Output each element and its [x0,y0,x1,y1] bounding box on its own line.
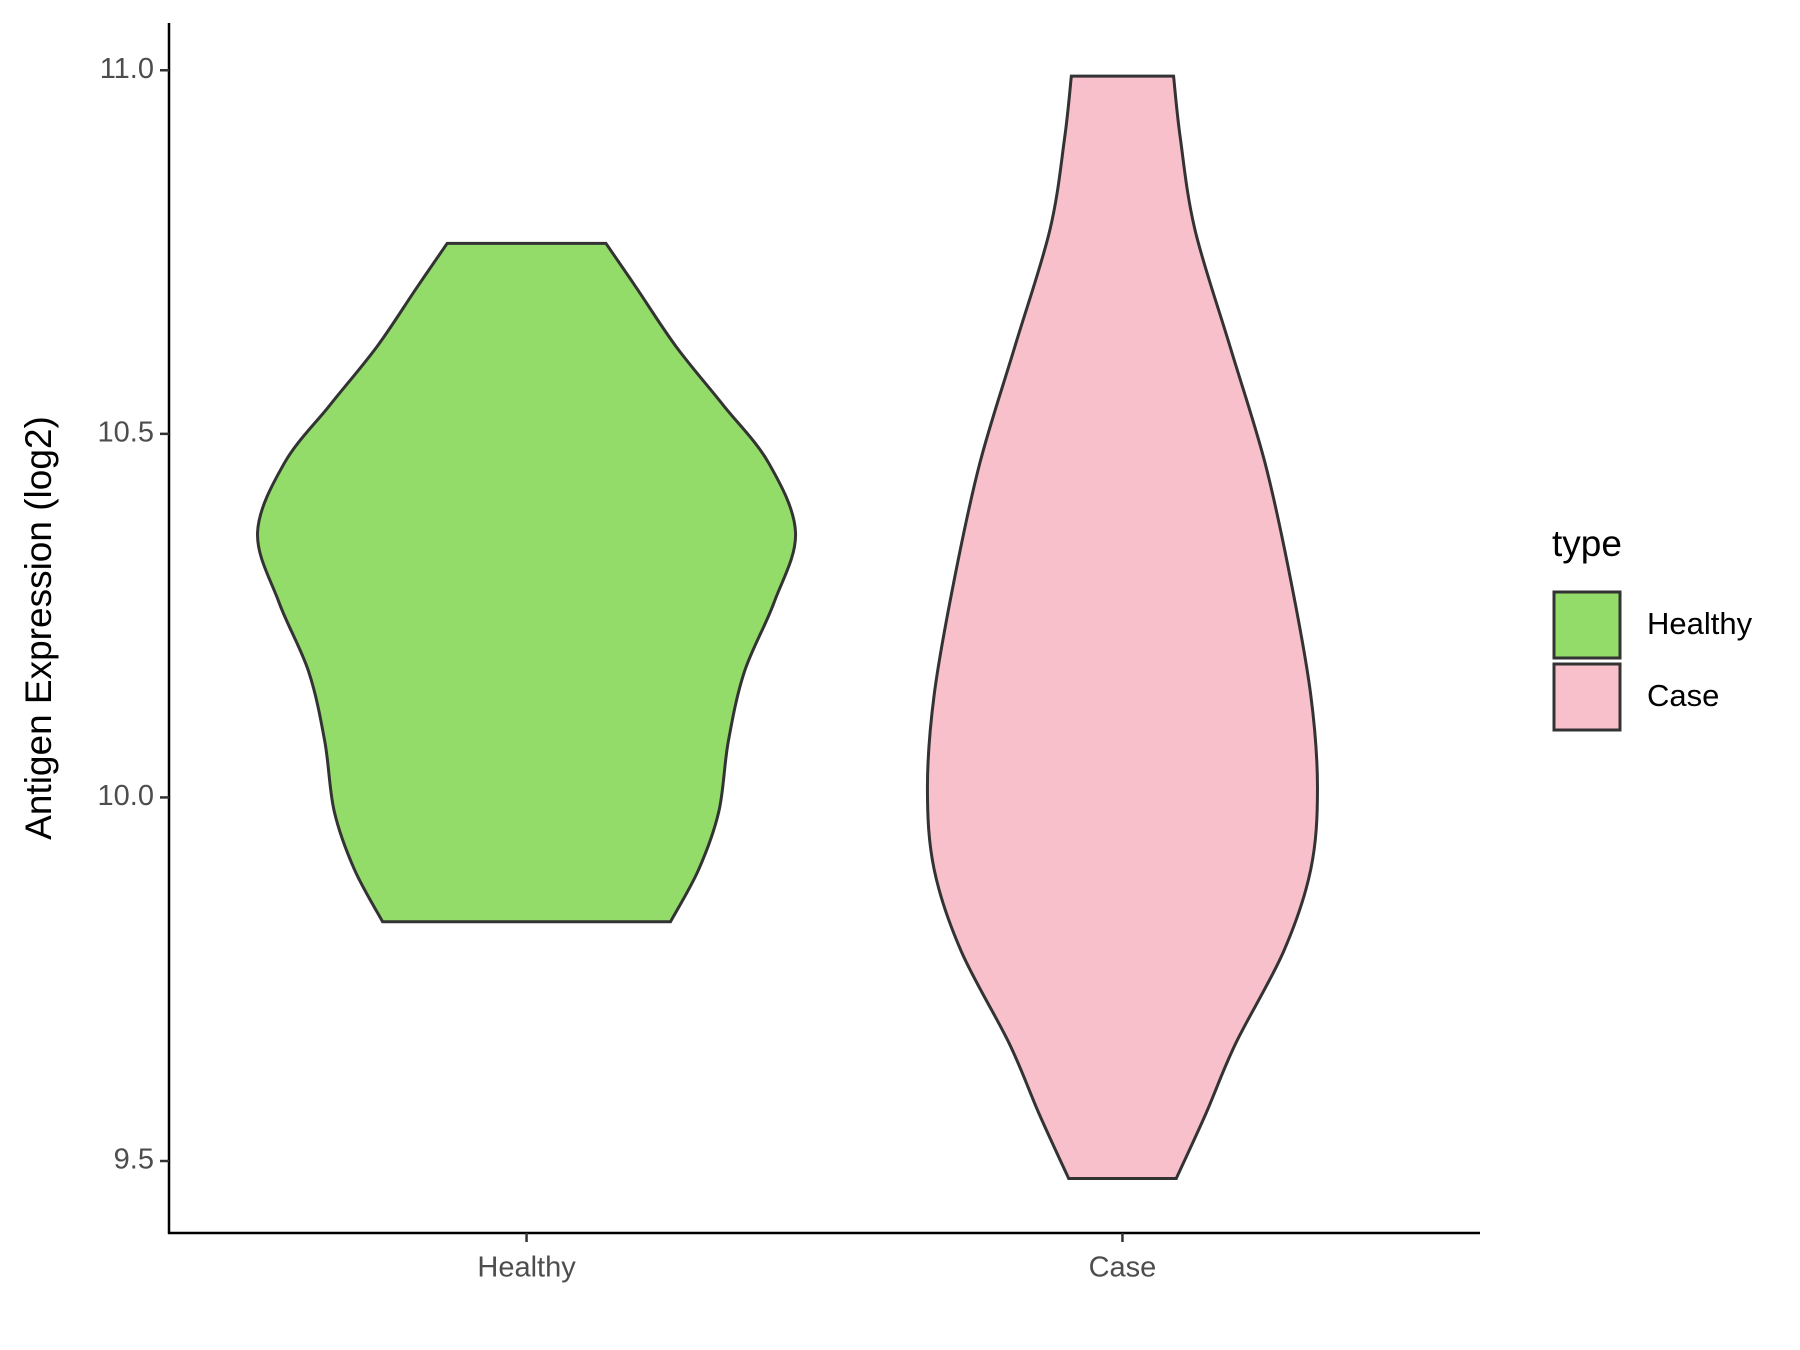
y-tick-label: 10.0 [98,780,154,812]
legend-swatch [1552,590,1622,660]
y-tick-label: 9.5 [114,1144,154,1176]
legend-swatch [1552,662,1622,732]
legend-title: type [1552,523,1622,564]
legend-label: Case [1647,678,1719,713]
y-tick-label: 11.0 [100,53,154,85]
violin [256,241,798,924]
x-tick-label: Healthy [477,1252,576,1284]
legend-label: Healthy [1647,606,1753,641]
y-tick-label: 10.5 [98,417,154,449]
x-tick-label: Case [1089,1252,1157,1284]
violin [925,74,1319,1180]
y-axis-title: Antigen Expression (log2) [18,416,59,840]
